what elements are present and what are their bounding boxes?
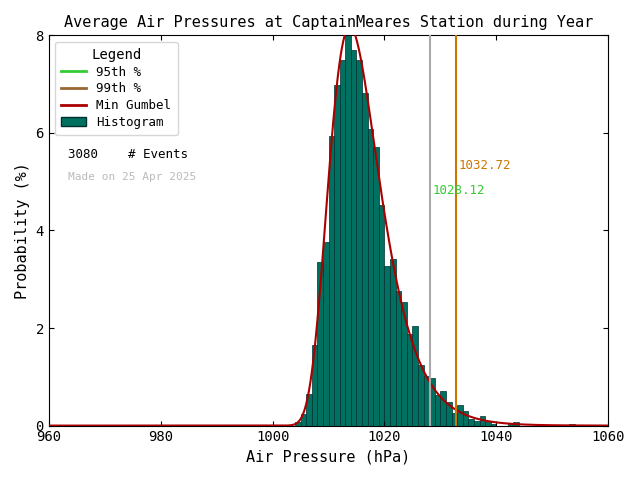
Legend: 95th %, 99th %, Min Gumbel, Histogram: 95th %, 99th %, Min Gumbel, Histogram	[55, 42, 177, 135]
Bar	[485, 422, 491, 426]
Bar	[312, 345, 317, 426]
Bar	[440, 391, 446, 426]
Text: Made on 25 Apr 2025: Made on 25 Apr 2025	[68, 172, 196, 182]
Bar	[457, 405, 463, 426]
Bar	[491, 424, 497, 426]
Bar	[396, 291, 401, 426]
Bar	[412, 326, 418, 426]
Bar	[569, 424, 575, 426]
Bar	[323, 242, 328, 426]
Bar	[513, 422, 519, 426]
Bar	[301, 415, 306, 426]
Bar	[328, 136, 334, 426]
Bar	[362, 93, 368, 426]
Bar	[356, 60, 362, 426]
Bar	[452, 413, 457, 426]
Bar	[295, 422, 301, 426]
Bar	[468, 419, 474, 426]
Bar	[390, 259, 396, 426]
Bar	[306, 394, 312, 426]
Text: 3080    # Events: 3080 # Events	[68, 148, 188, 161]
Bar	[385, 265, 390, 426]
Bar	[351, 50, 356, 426]
Bar	[346, 0, 351, 426]
Bar	[368, 129, 373, 426]
Bar	[508, 424, 513, 426]
Bar	[463, 411, 468, 426]
Bar	[424, 376, 429, 426]
Y-axis label: Probability (%): Probability (%)	[15, 162, 30, 299]
Bar	[446, 402, 452, 426]
Bar	[474, 421, 479, 426]
Bar	[418, 365, 424, 426]
Bar	[429, 378, 435, 426]
Title: Average Air Pressures at CaptainMeares Station during Year: Average Air Pressures at CaptainMeares S…	[64, 15, 593, 30]
Bar	[373, 147, 379, 426]
Bar	[401, 302, 407, 426]
Text: 1028.12: 1028.12	[432, 184, 484, 197]
Text: 1032.72: 1032.72	[458, 159, 511, 172]
Bar	[479, 416, 485, 426]
Bar	[435, 396, 440, 426]
Bar	[340, 60, 346, 426]
X-axis label: Air Pressure (hPa): Air Pressure (hPa)	[246, 450, 411, 465]
Bar	[317, 263, 323, 426]
Bar	[334, 85, 340, 426]
Bar	[379, 205, 385, 426]
Bar	[407, 334, 412, 426]
